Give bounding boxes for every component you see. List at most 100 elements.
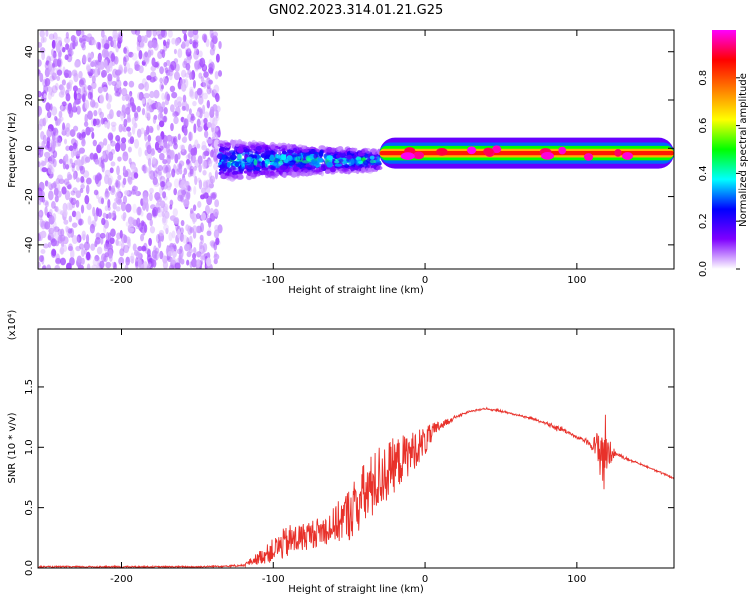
heatmap-cell [38,106,43,116]
heatmap-cell [38,141,41,148]
heatmap-cell [113,32,119,39]
heatmap-cell [127,67,134,75]
colorbar-gradient [712,30,736,269]
heatmap-cell [181,105,187,112]
heatmap-cell [492,145,502,154]
heatmap-cell [170,60,177,71]
colorbar-tick-label: 0.0 [698,261,709,277]
heatmap-cell [48,227,55,234]
heatmap-cell [123,80,128,87]
heatmap-cell [150,71,157,79]
heatmap-cell [61,46,66,53]
heatmap-cell [47,182,52,189]
heatmap-cell [65,31,69,39]
heatmap-cell [49,225,55,231]
heatmap-cell [76,105,81,115]
heatmap-cell [81,257,85,265]
heatmap-cell [341,168,349,172]
heatmap-cell [70,249,75,259]
heatmap-cell [122,125,127,133]
heatmap-cell [123,234,128,244]
heatmap-cell [183,167,188,175]
heatmap-cell [47,235,52,241]
heatmap-cell [87,91,93,100]
heatmap-cell [177,189,184,199]
heatmap-cell [186,190,191,201]
heatmap-cell [159,250,164,260]
heatmap-cell [63,209,68,217]
heatmap-cell [84,113,88,124]
heatmap-cell [158,145,164,151]
heatmap-cell [55,257,61,265]
heatmap-cell [200,255,206,261]
heatmap-cell [84,99,90,110]
heatmap-cell [144,112,149,119]
heatmap-cell [118,123,123,133]
heatmap-cell [270,166,276,171]
heatmap-cell [161,49,166,59]
heatmap-cell [614,148,622,157]
heatmap-cell [40,248,46,255]
heatmap-cell [83,90,88,97]
heatmap-cell [116,138,121,149]
heatmap-cell [41,167,48,173]
heatmap-cell [358,164,364,168]
heatmap-cell [76,150,81,156]
heatmap-cell [166,93,171,102]
heatmap-cell [72,142,78,150]
heatmap-cell [224,172,230,176]
heatmap-cell [110,185,116,193]
heatmap-cell [354,165,358,171]
heatmap-cell [98,173,103,181]
heatmap-cell [96,246,103,255]
heatmap-cell [125,49,130,57]
heatmap-cell [72,40,76,50]
heatmap-cell [217,224,223,234]
heatmap-cell [147,40,154,49]
heatmap-cell [136,105,141,113]
top-x-ticks: -200 -100 0 100 [110,30,586,286]
heatmap-cell [81,248,85,257]
heatmap-cell [230,140,237,145]
heatmap-cell [250,144,256,149]
heatmap-cell [118,256,125,266]
heatmap-cell [173,178,180,189]
heatmap-cell [87,110,93,120]
heatmap-cell [363,160,369,165]
heatmap-cell [130,171,136,181]
heatmap-cell [98,61,102,72]
heatmap-cell [188,131,192,142]
heatmap-cell [149,226,156,234]
heatmap-cell [122,151,129,162]
heatmap-cell [158,120,165,128]
heatmap-cell [70,190,76,196]
heatmap-cell [162,159,168,165]
heatmap-cell [116,165,120,176]
heatmap-band [379,150,674,156]
heatmap-cell [183,33,188,42]
heatmap-cell [334,163,342,167]
heatmap-cell [48,61,53,69]
heatmap-cell [319,150,324,157]
heatmap-cell [213,208,219,217]
heatmap-cell [290,171,298,178]
heatmap-cell [210,32,214,43]
heatmap-cell [54,206,59,213]
heatmap-cell [58,158,64,164]
heatmap-cell [186,56,191,65]
heatmap-cell [292,148,298,152]
heatmap-cell [38,261,41,269]
heatmap-cell [70,197,77,206]
heatmap-cell [192,225,198,234]
heatmap-cell [68,215,73,223]
heatmap-cell [268,172,276,177]
heatmap-cell [88,127,94,133]
heatmap-cell [155,196,162,203]
heatmap-cell [165,172,172,179]
heatmap-cell [90,61,95,68]
heatmap-cell [207,67,214,74]
heatmap-cell [95,232,101,240]
heatmap-cell [161,92,166,101]
y-tick-label: 0.5 [24,500,35,516]
heatmap-cell [147,258,153,264]
